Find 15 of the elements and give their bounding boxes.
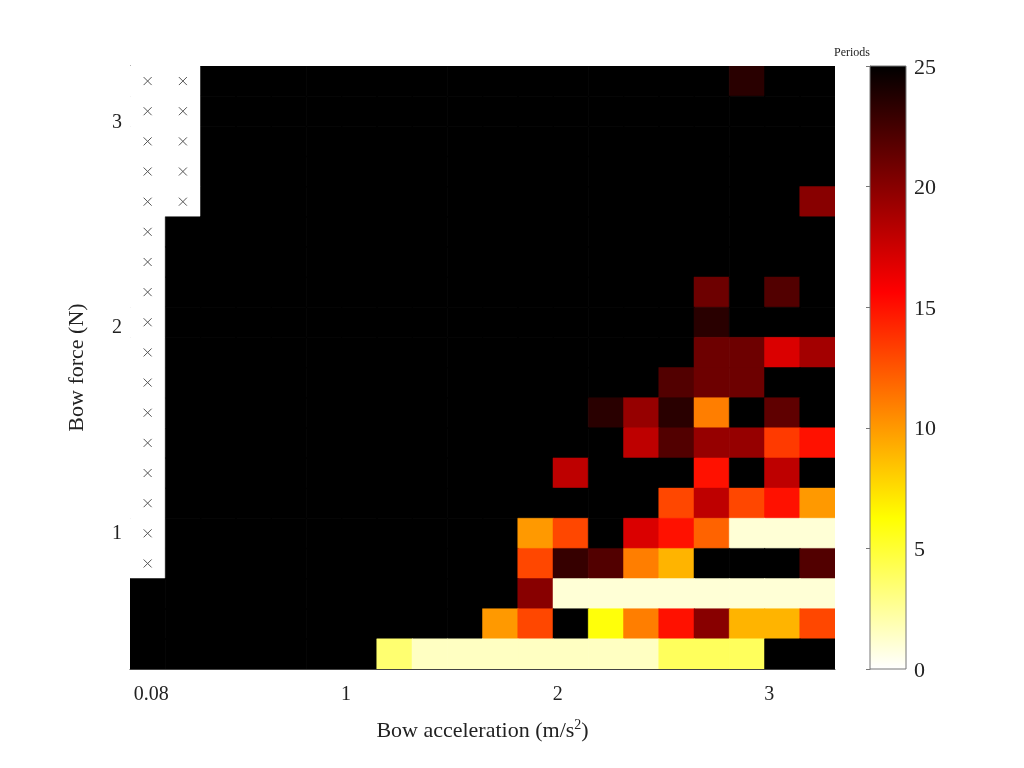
x-tick-label: 0.08	[133, 682, 169, 704]
color-bar-title: Periods	[834, 45, 871, 59]
x-tick-label: 2	[552, 682, 563, 704]
color-bar-label: 5	[914, 535, 925, 561]
y-tick-label: 2	[112, 315, 122, 338]
x-tick-label: 3	[764, 682, 775, 704]
y-tick-label: 3	[112, 110, 122, 133]
color-bar-label: 20	[914, 174, 936, 200]
y-tick-label: 1	[112, 520, 122, 543]
y-axis-title: Bow force (N)	[62, 303, 88, 432]
color-bar-label: 25	[914, 53, 936, 79]
color-bar-label: 15	[914, 294, 936, 320]
x-tick-label: 1	[340, 682, 351, 704]
color-bar-label: 10	[914, 415, 936, 441]
color-bar-label: 0	[914, 656, 925, 682]
